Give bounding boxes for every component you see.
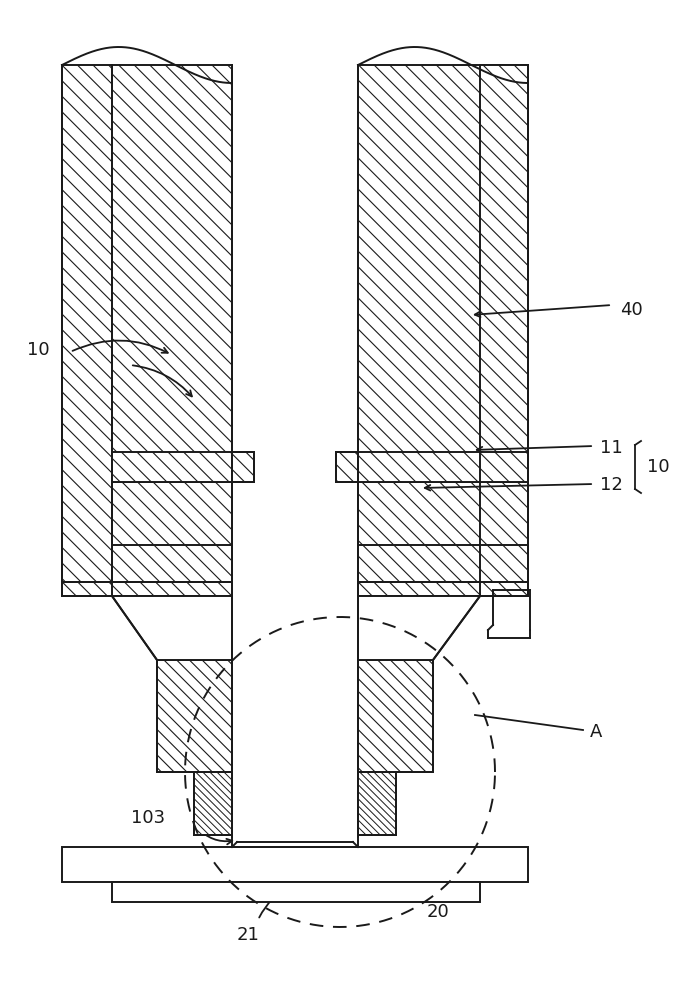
Text: 20: 20 xyxy=(427,903,450,921)
Polygon shape xyxy=(358,772,396,835)
Text: 21: 21 xyxy=(236,926,259,944)
Text: 10: 10 xyxy=(27,341,49,359)
Text: 11: 11 xyxy=(600,439,623,457)
Polygon shape xyxy=(112,482,232,582)
Text: 40: 40 xyxy=(620,301,643,319)
Bar xyxy=(232,660,358,835)
Bar xyxy=(232,40,358,835)
Bar xyxy=(62,847,528,882)
Polygon shape xyxy=(358,660,433,772)
Polygon shape xyxy=(358,660,433,772)
Bar xyxy=(112,882,480,902)
Polygon shape xyxy=(112,596,232,660)
Polygon shape xyxy=(480,65,528,582)
Text: A: A xyxy=(590,723,602,741)
Polygon shape xyxy=(358,65,528,545)
Polygon shape xyxy=(62,65,112,582)
Polygon shape xyxy=(62,582,232,596)
Polygon shape xyxy=(358,582,528,596)
Polygon shape xyxy=(194,772,232,835)
Polygon shape xyxy=(336,452,528,482)
Polygon shape xyxy=(112,452,254,482)
Polygon shape xyxy=(157,660,232,772)
Text: 103: 103 xyxy=(131,809,165,827)
Polygon shape xyxy=(358,482,528,582)
Text: 10: 10 xyxy=(647,458,670,476)
Text: 12: 12 xyxy=(600,476,623,494)
Polygon shape xyxy=(112,65,232,545)
Polygon shape xyxy=(358,596,480,660)
